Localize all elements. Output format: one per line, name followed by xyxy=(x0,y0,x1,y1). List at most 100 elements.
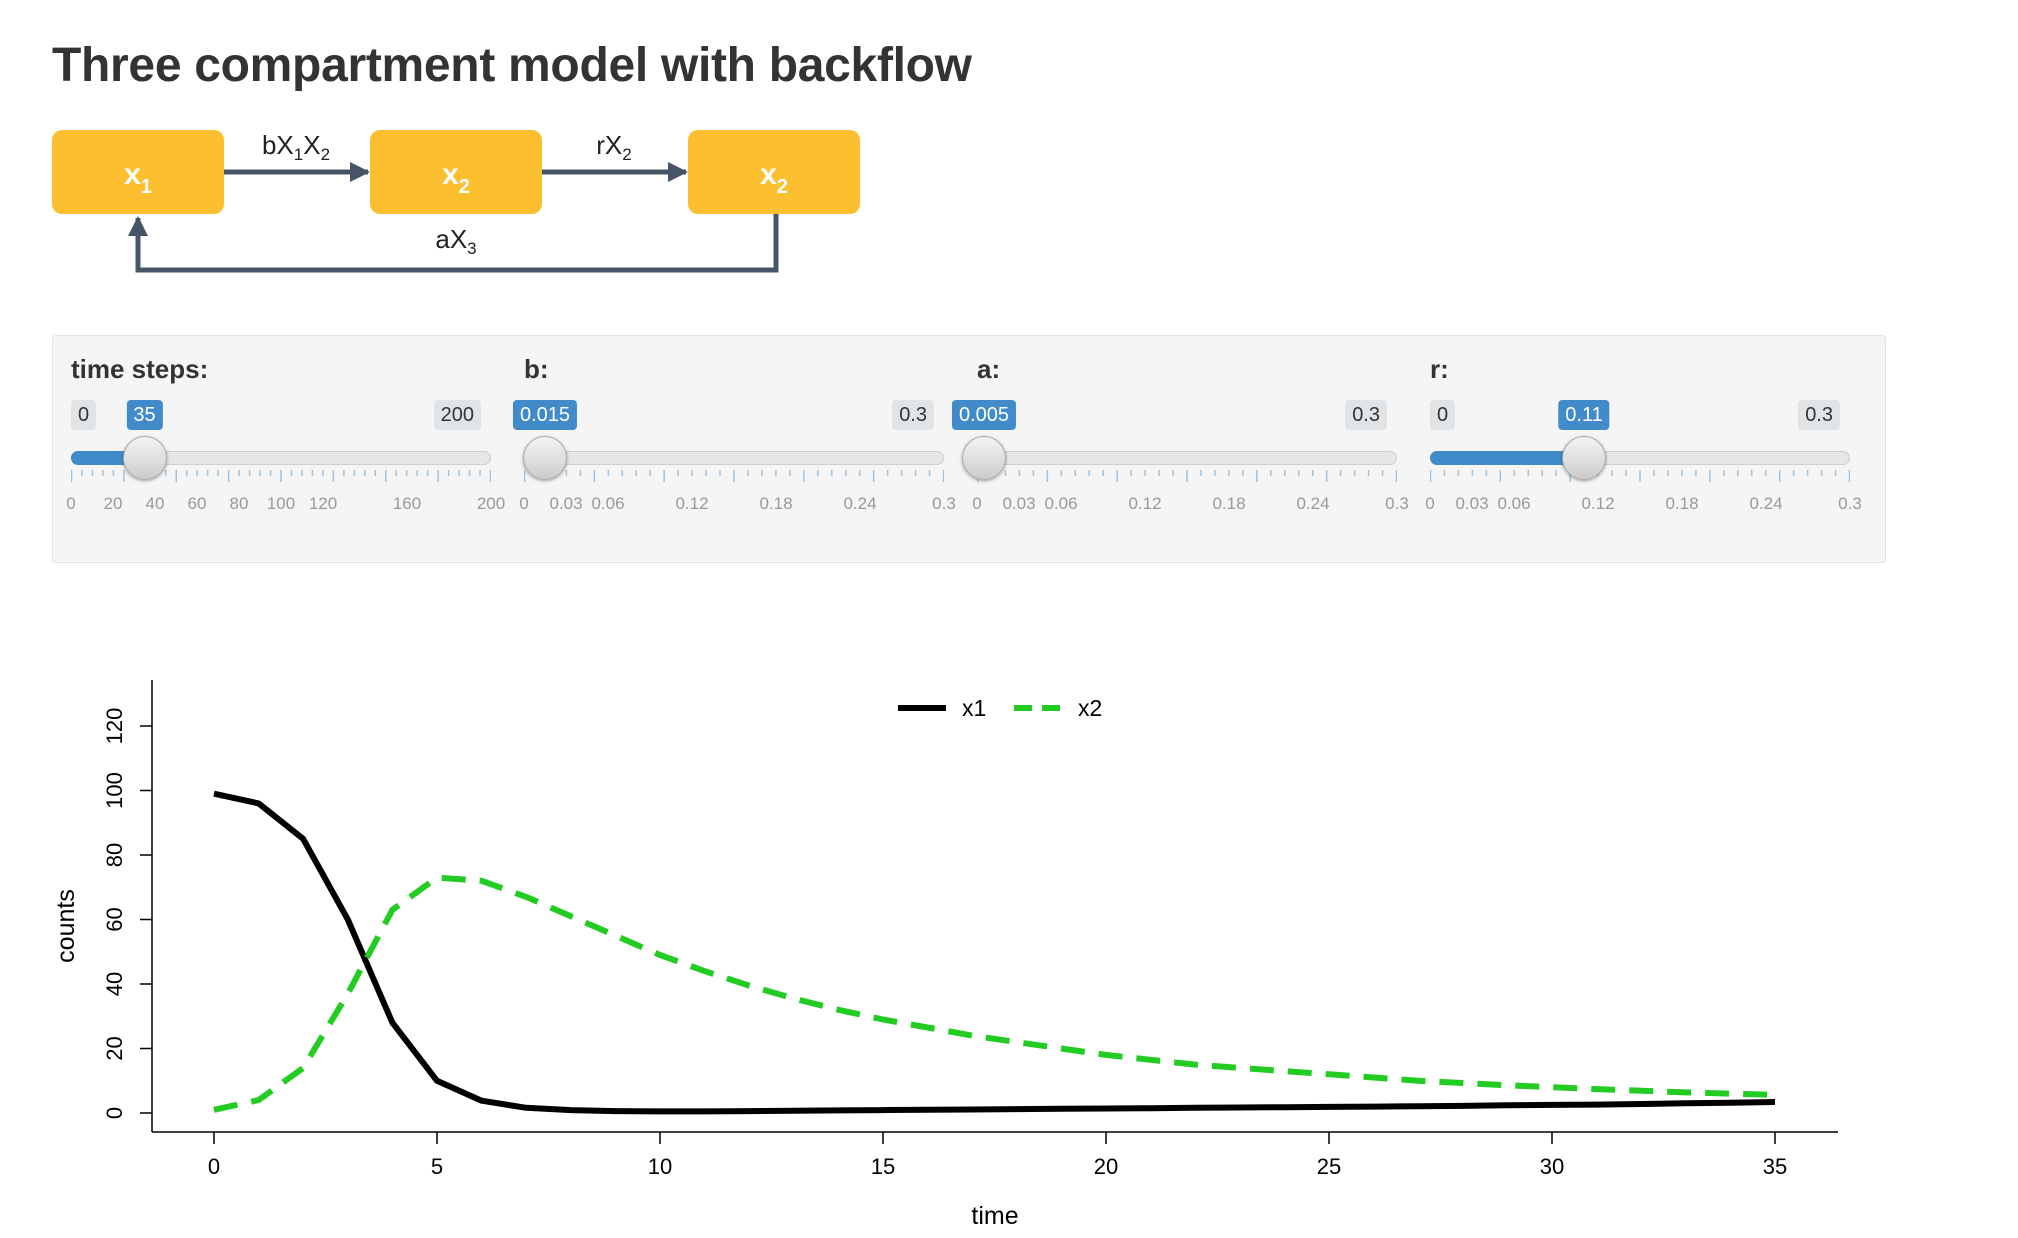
slider-value-label: 0.015 xyxy=(512,400,578,430)
slider-tick-label: 120 xyxy=(308,494,338,513)
slider-tick-label: 200 xyxy=(476,494,506,513)
slider-ticks xyxy=(524,470,944,482)
slider-tick-label: 100 xyxy=(266,494,296,513)
slider-handle[interactable] xyxy=(122,436,167,480)
slider-tick-label: 0 xyxy=(66,494,76,513)
box-3-label: x xyxy=(760,158,777,191)
slider-tick-label: 0.06 xyxy=(1044,494,1078,513)
box-1-subscript: 1 xyxy=(141,176,152,198)
slider-tick-label: 0 xyxy=(972,494,982,513)
y-tick-label: 100 xyxy=(102,772,127,809)
slider-label: b: xyxy=(524,354,549,384)
x-tick-label: 30 xyxy=(1540,1154,1564,1179)
x-tick-label: 25 xyxy=(1317,1154,1341,1179)
slider-ticks xyxy=(1430,470,1850,482)
x-axis-label: time xyxy=(971,1202,1018,1230)
edge-label-x2-x3: rX2 xyxy=(596,130,631,164)
y-tick-label: 80 xyxy=(102,843,127,867)
slider-value-label: 0.005 xyxy=(951,400,1017,430)
slider-tick-label: 0.18 xyxy=(759,494,793,513)
y-tick-label: 120 xyxy=(102,708,127,745)
slider-tick-label: 0.06 xyxy=(1497,494,1531,513)
slider-value-label: 0.11 xyxy=(1558,400,1610,430)
slider-handle[interactable] xyxy=(523,436,567,480)
slider-tick-label: 40 xyxy=(145,494,165,513)
slider-min-label: 0 xyxy=(1430,400,1456,430)
y-tick-label: 20 xyxy=(102,1036,127,1060)
slider-time-steps[interactable]: time steps: 0 200 35 0 20 40 60 80 100 120 160 200 xyxy=(53,336,505,564)
slider-tick-label: 80 xyxy=(229,494,249,513)
edge-label-x3-x1: aX3 xyxy=(435,224,476,258)
slider-max-label: 0.3 xyxy=(1798,400,1840,430)
slider-tick-label: 0 xyxy=(519,494,529,513)
slider-label: r: xyxy=(1430,354,1449,384)
slider-ticks xyxy=(977,470,1397,482)
slider-tick-label: 0.18 xyxy=(1665,494,1699,513)
y-axis-label: counts xyxy=(52,889,80,963)
slider-tick-label: 0.3 xyxy=(932,494,956,513)
slider-b[interactable]: b: 0.3 0.015 0 0.03 0.06 0.12 0.18 0.24 0.3 xyxy=(506,336,956,564)
slider-label: time steps: xyxy=(71,354,209,384)
slider-tick-label: 0.06 xyxy=(591,494,625,513)
slider-tick-label: 0.24 xyxy=(1296,494,1330,513)
slider-tick-label: 60 xyxy=(187,494,207,513)
x-tick-label: 10 xyxy=(648,1154,672,1179)
y-tick-label: 60 xyxy=(102,907,127,931)
svg-text:x2: x2 xyxy=(442,158,470,198)
x-tick-label: 0 xyxy=(208,1154,220,1179)
svg-text:x1: x1 xyxy=(124,158,152,198)
slider-tick-label: 0.12 xyxy=(1581,494,1615,513)
parameter-panel: time steps: 0 200 35 0 20 40 60 80 100 120 160 200 … xyxy=(52,335,1886,563)
slider-min-label: 0 xyxy=(71,400,97,430)
slider-value-label: 35 xyxy=(126,400,163,430)
slider-tick-label: 0.03 xyxy=(549,494,583,513)
compartment-diagram: x1 x2 x2 bX1X2 rX2 aX3 xyxy=(52,130,860,273)
legend-label-x1: x1 xyxy=(962,695,986,721)
slider-tick-label: 0.24 xyxy=(843,494,877,513)
compartment-box-3 xyxy=(688,130,860,214)
compartment-box-1 xyxy=(52,130,224,214)
slider-ticks xyxy=(71,470,491,482)
x-tick-label: 5 xyxy=(431,1154,443,1179)
slider-r[interactable]: r: 0 0.3 0.11 0 0.03 0.06 0.12 0.18 0.24 0.3 xyxy=(1412,336,1862,564)
slider-tick-label: 0.03 xyxy=(1455,494,1489,513)
slider-tick-label: 0.03 xyxy=(1002,494,1036,513)
slider-tick-label: 0.12 xyxy=(1128,494,1162,513)
slider-tick-label: 0.3 xyxy=(1838,494,1862,513)
x-tick-label: 15 xyxy=(871,1154,895,1179)
x-tick-label: 20 xyxy=(1094,1154,1118,1179)
svg-text:x2: x2 xyxy=(760,158,788,198)
slider-tick-label: 0.18 xyxy=(1212,494,1246,513)
y-tick-label: 40 xyxy=(102,972,127,996)
legend-label-x2: x2 xyxy=(1078,695,1102,721)
box-3-subscript: 2 xyxy=(777,176,788,198)
slider-max-label: 200 xyxy=(433,400,481,430)
box-2-subscript: 2 xyxy=(459,176,470,198)
line-chart: 0 5 10 15 20 25 30 35 0 20 40 60 80 100 120 time counts x… xyxy=(52,680,1838,1230)
slider-handle[interactable] xyxy=(1562,436,1606,480)
box-2-label: x xyxy=(442,158,459,191)
page-title: Three compartment model with backflow xyxy=(52,39,972,92)
edge-label-x1-x2: bX1X2 xyxy=(262,130,330,164)
slider-tick-label: 0.12 xyxy=(675,494,709,513)
slider-tick-label: 20 xyxy=(103,494,123,513)
slider-tick-label: 160 xyxy=(392,494,422,513)
slider-max-label: 0.3 xyxy=(892,400,934,430)
slider-max-label: 0.3 xyxy=(1345,400,1387,430)
box-1-label: x xyxy=(124,158,141,191)
compartment-box-2 xyxy=(370,130,542,214)
arrow-x3-to-x1 xyxy=(128,214,779,273)
series-line-x1 xyxy=(213,790,1776,1115)
slider-label: a: xyxy=(977,354,1001,384)
y-tick-label: 0 xyxy=(102,1107,127,1119)
slider-handle[interactable] xyxy=(962,436,1006,480)
series-line-x2 xyxy=(213,874,1776,1113)
slider-a[interactable]: a: 0.3 0.005 0 0.03 0.06 0.12 0.18 0.24 0.3 xyxy=(951,336,1409,564)
slider-track[interactable] xyxy=(977,451,1397,465)
slider-tick-label: 0 xyxy=(1425,494,1435,513)
slider-track[interactable] xyxy=(524,451,944,465)
slider-fill xyxy=(1430,451,1584,465)
x-tick-label: 35 xyxy=(1763,1154,1787,1179)
slider-tick-label: 0.3 xyxy=(1385,494,1409,513)
slider-tick-label: 0.24 xyxy=(1749,494,1783,513)
